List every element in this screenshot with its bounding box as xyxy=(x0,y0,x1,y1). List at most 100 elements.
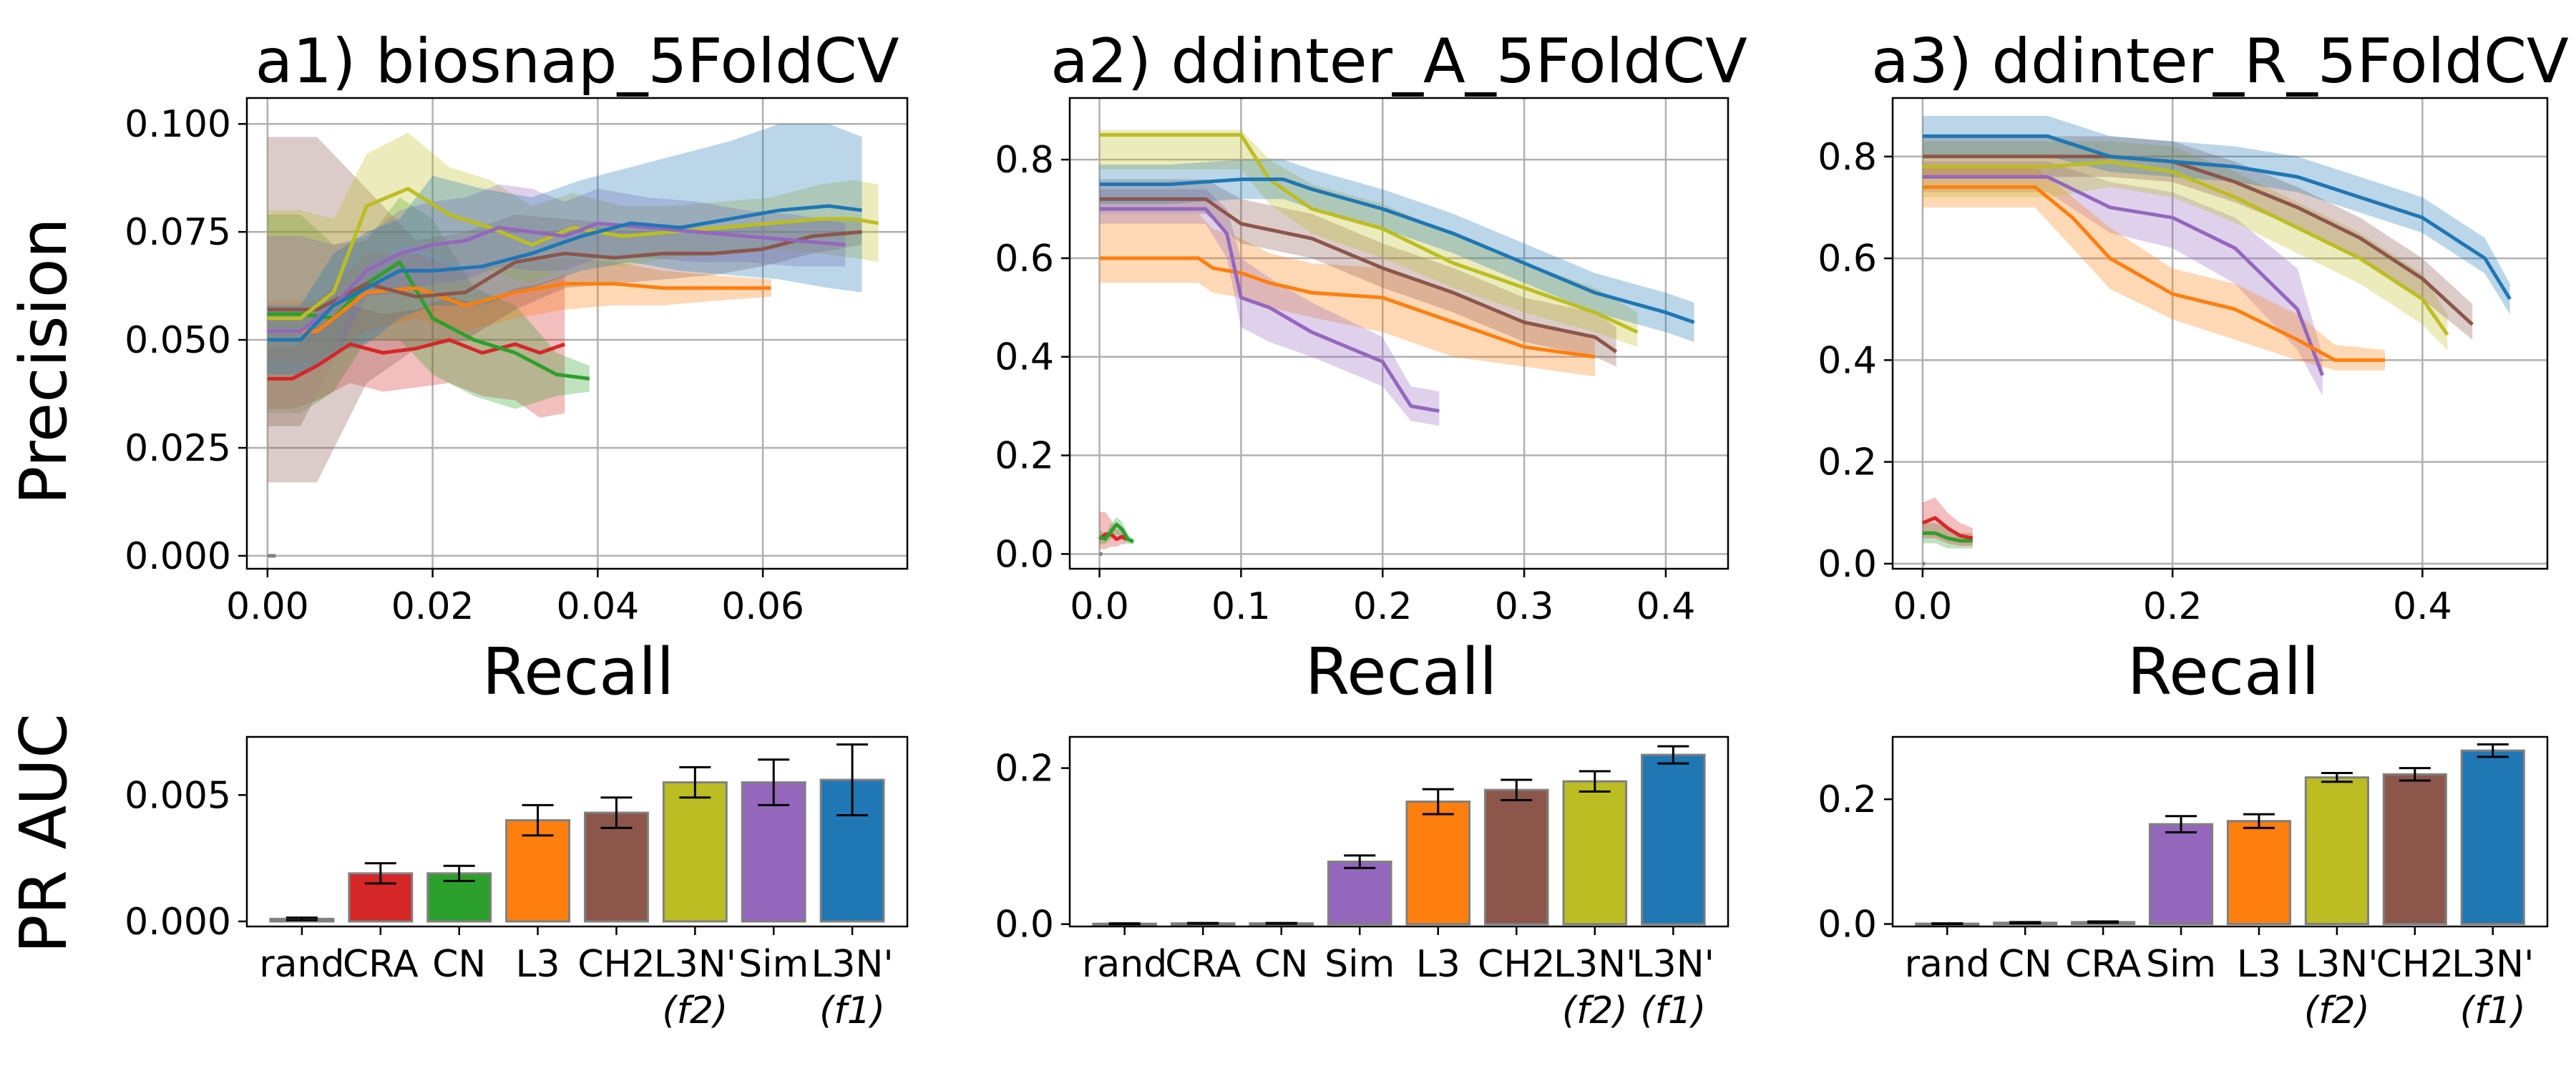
panel-title: a2) ddinter_A_5FoldCV xyxy=(1050,26,1747,97)
x-tick-label: 0.04 xyxy=(556,585,639,628)
recall-axis-label-a1: Recall xyxy=(482,635,675,710)
series-line-Sim xyxy=(1922,175,2325,376)
recall-axis-label-a2: Recall xyxy=(1305,635,1498,710)
y-tick-label: 0.4 xyxy=(1818,339,1877,382)
bar-category-label: L3 xyxy=(516,943,560,986)
series-line-CRA xyxy=(1921,516,1974,540)
x-tick-label: 0.00 xyxy=(226,585,309,628)
y-tick-label: 0.000 xyxy=(125,901,231,944)
confidence-band-L3 xyxy=(267,253,771,362)
confidence-band-CH2 xyxy=(1099,179,1616,367)
plot-frame xyxy=(1068,97,1729,570)
series-line-L3 xyxy=(267,282,771,333)
bar-Sim xyxy=(1327,860,1392,926)
confidence-band-CH2 xyxy=(267,137,862,483)
bar-L3N_f2 xyxy=(2304,776,2369,926)
y-tick-label: 0.005 xyxy=(125,774,231,817)
bar-category-label: Sim xyxy=(738,943,809,986)
x-tick-label: 0.3 xyxy=(1495,585,1554,628)
bar-CH2 xyxy=(1483,788,1549,926)
x-tick-label: 0.0 xyxy=(1070,585,1129,628)
bar-L3N_f1 xyxy=(2460,749,2525,926)
y-tick-label: 0.6 xyxy=(995,238,1054,280)
pr-curve-panel-3: 0.0 0.2 0.4 0.0 0.2 0.4 0.6 0.8 a3) ddinter_R_5F… xyxy=(1818,26,2569,628)
bar-Sim xyxy=(2148,823,2214,926)
x-tick-label: 0.4 xyxy=(1636,585,1696,628)
y-tick-label: 0.6 xyxy=(1818,238,1877,280)
bar-category-label: rand xyxy=(259,943,344,986)
confidence-band-L3N_f2 xyxy=(1099,129,1638,347)
bar-category-label: L3N' xyxy=(1632,943,1714,986)
bar-CH2 xyxy=(583,811,649,923)
confidence-band-L3N_f1 xyxy=(1099,160,1694,343)
y-tick-label: 0.000 xyxy=(125,535,231,578)
series-line-Sim xyxy=(1099,207,1440,413)
bar-category-label: L3N' xyxy=(1553,943,1636,986)
series-line-L3N_f2 xyxy=(1922,160,2449,336)
y-tick-label: 0.4 xyxy=(995,336,1054,379)
x-tick-label: 0.2 xyxy=(2143,585,2202,628)
confidence-band-Sim xyxy=(267,184,846,426)
series-line-CRA xyxy=(267,338,566,381)
bar-category-label: L3 xyxy=(2237,943,2281,986)
y-tick-label: 0.0 xyxy=(1818,904,1877,947)
confidence-band-L3N_f2 xyxy=(1922,141,2448,351)
bar-category-label: L3 xyxy=(1416,943,1460,986)
bar-category-sublabel: (f1) xyxy=(2460,989,2526,1032)
pr-curve-panel-1: 0.00 0.02 0.04 0.06 0.000 0.025 0.050 0.075 0.10… xyxy=(125,26,909,628)
y-tick-label: 0.2 xyxy=(995,748,1054,791)
bar-L3N_f2 xyxy=(662,781,728,923)
plot-frame xyxy=(245,97,909,570)
y-tick-label: 0.8 xyxy=(1818,136,1877,179)
y-tick-label: 0.100 xyxy=(125,103,231,146)
y-tick-label: 0.2 xyxy=(995,435,1054,478)
bar-category-label: CRA xyxy=(343,943,419,986)
confidence-band-L3N_f1 xyxy=(267,124,862,375)
series-line-L3N_f1 xyxy=(1922,134,2512,300)
bar-category-label: CH2 xyxy=(2376,943,2454,986)
bar-category-label: Sim xyxy=(1324,943,1395,986)
bar-category-label: CRA xyxy=(1165,943,1241,986)
bar-Sim xyxy=(741,781,806,923)
bar-L3 xyxy=(2226,820,2292,926)
confidence-band-L3N_f2 xyxy=(267,132,879,426)
y-tick-label: 0.0 xyxy=(995,533,1054,576)
plot-frame xyxy=(1891,97,2549,570)
series-line-L3N_f1 xyxy=(267,204,862,342)
y-tick-label: 0.050 xyxy=(125,319,231,362)
y-tick-label: 0.025 xyxy=(125,427,231,470)
series-line-L3 xyxy=(1922,185,2385,362)
bar-category-label: Sim xyxy=(2146,943,2216,986)
bar-category-label: rand xyxy=(1905,943,1990,986)
y-tick-label: 0.8 xyxy=(995,139,1054,182)
recall-axis-label-a3: Recall xyxy=(2127,635,2320,710)
bar-L3 xyxy=(1405,801,1471,926)
y-tick-label: 0.0 xyxy=(1818,543,1877,586)
bar-category-label: CRA xyxy=(2065,943,2141,986)
bar-category-label: CN xyxy=(1999,943,2052,986)
plot-frame xyxy=(245,735,909,928)
bar-L3N_f2 xyxy=(1562,780,1628,926)
x-tick-label: 0.2 xyxy=(1353,585,1413,628)
series-line-CN xyxy=(1922,531,1973,543)
panel-title: a3) ddinter_R_5FoldCV xyxy=(1871,26,2569,97)
x-tick-label: 0.0 xyxy=(1893,585,1953,628)
bar-category-label: CH2 xyxy=(1478,943,1556,986)
series-line-L3N_f2 xyxy=(1099,133,1639,334)
precision-axis-label: Precision xyxy=(6,217,82,505)
confidence-band-L3 xyxy=(1922,167,2385,371)
bar-category-label: CN xyxy=(1254,943,1308,986)
bar-category-label: CN xyxy=(432,943,486,986)
prauc-axis-label: PR AUC xyxy=(6,713,82,954)
panel-title: a1) biosnap_5FoldCV xyxy=(255,26,899,97)
series-line-CH2 xyxy=(1922,155,2474,326)
bar-category-label: CH2 xyxy=(577,943,655,986)
series-line-Sim xyxy=(267,221,846,333)
series-line-CN xyxy=(1098,522,1135,544)
bar-category-sublabel: (f2) xyxy=(662,989,728,1032)
x-tick-label: 0.4 xyxy=(2393,585,2452,628)
bar-CH2 xyxy=(2382,773,2447,926)
